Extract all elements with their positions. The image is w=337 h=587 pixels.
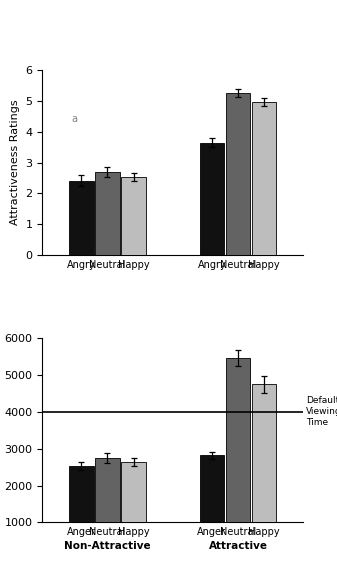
Text: Attractive: Attractive (209, 541, 268, 551)
Text: a: a (71, 114, 77, 124)
Text: Non-Attractive: Non-Attractive (64, 541, 151, 551)
Bar (95, 458, 120, 522)
Bar (69, 181, 94, 255)
Bar (69, 466, 94, 522)
Text: Default
Viewing
Time: Default Viewing Time (306, 396, 337, 427)
Bar (95, 172, 120, 255)
Bar (200, 456, 224, 522)
Bar (252, 102, 276, 255)
Bar (121, 177, 146, 255)
Text: Non-Attractive: Non-Attractive (64, 388, 151, 398)
Bar (252, 384, 276, 522)
Bar (121, 462, 146, 522)
Text: Attractive: Attractive (209, 388, 268, 398)
Y-axis label: Attractiveness Ratings: Attractiveness Ratings (10, 100, 20, 225)
Bar (226, 93, 250, 255)
Bar (226, 358, 250, 522)
Bar (200, 143, 224, 255)
